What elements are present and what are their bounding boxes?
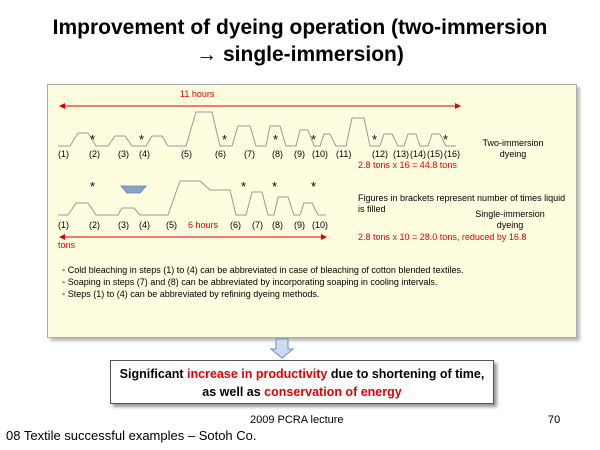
title-line-2: → single-immersion) <box>196 43 404 66</box>
single-step-label: (4) <box>139 220 150 230</box>
single-step-label: (6) <box>230 220 241 230</box>
two-step-label: (6) <box>215 149 226 159</box>
marker-single-10: * <box>311 179 317 194</box>
two-immersion-label: Two-immersion dyeing <box>482 138 544 159</box>
marker-two-10: * <box>311 132 317 147</box>
result-highlight-energy: conservation of energy <box>264 385 402 399</box>
single-step-label: (8) <box>272 220 283 230</box>
marker-single-2: * <box>90 179 96 194</box>
marker-two-8: * <box>273 132 279 147</box>
bullet-text: Soaping in steps (7) and (8) can be abbr… <box>67 277 438 287</box>
two-step-label: (9) <box>294 149 305 159</box>
single-step-label: (3) <box>118 220 129 230</box>
two-step-label: (13) <box>393 149 410 159</box>
two-step-label: (11) <box>336 149 352 159</box>
bullet-item: ▪ Soaping in steps (7) and (8) can be ab… <box>62 277 437 288</box>
bullet-dot: ▪ <box>62 277 68 287</box>
two-step-label: (15) <box>427 149 444 159</box>
bullet-text: Steps (1) to (4) can be abbreviated by r… <box>67 289 320 299</box>
title-line-1: Improvement of dyeing operation (two-imm… <box>52 16 548 39</box>
two-step-label: (7) <box>244 149 255 159</box>
reduction-arrow <box>120 185 147 194</box>
single-step-label: (9) <box>294 220 305 230</box>
eleven-hours-label: 11 hours <box>180 89 215 99</box>
page-number: 70 <box>548 414 561 426</box>
marker-single-6: * <box>241 179 247 194</box>
six-hours-label: 6 hours <box>188 220 219 230</box>
single-step-label: (10) <box>312 220 329 230</box>
two-step-label: (5) <box>181 149 192 159</box>
two-step-label: (3) <box>118 149 129 159</box>
diagram-panel <box>47 84 577 338</box>
single-step-label: (5) <box>166 220 177 230</box>
result-box: Significant increase in productivity due… <box>110 360 494 404</box>
legend-note-text: Figures in brackets represent number of … <box>358 193 566 214</box>
slide-caption: 08 Textile successful examples – Sotoh C… <box>6 428 257 443</box>
result-text-1: Significant <box>119 367 188 381</box>
two-immersion-profile <box>58 111 456 147</box>
bullet-dot: ▪ <box>62 289 68 299</box>
bullet-text: Cold bleaching in steps (1) to (4) can b… <box>67 265 464 275</box>
two-step-label: (2) <box>89 149 100 159</box>
two-step-label: (1) <box>58 149 69 159</box>
two-step-label: (4) <box>139 149 150 159</box>
single-step-label: (7) <box>252 220 263 230</box>
single-immersion-calc: 2.8 tons x 10 = 28.0 tons, reduced by 16… <box>358 232 527 242</box>
marker-two-2: * <box>90 132 96 147</box>
marker-two-12: * <box>372 132 378 147</box>
bullet-item: ▪ Cold bleaching in steps (1) to (4) can… <box>62 265 463 276</box>
bullet-dot: ▪ <box>62 265 68 275</box>
marker-two-16: * <box>443 132 449 147</box>
marker-two-6: * <box>222 132 228 147</box>
single-immersion-calc-cont: tons <box>58 240 76 250</box>
footer-lecture: 2009 PCRA lecture <box>250 414 344 426</box>
two-step-label: (12) <box>372 149 389 159</box>
legend-note: Figures in brackets represent number of … <box>358 193 568 215</box>
single-step-label: (2) <box>89 220 100 230</box>
two-step-label: (16) <box>444 149 461 159</box>
bullet-item: ▪ Steps (1) to (4) can be abbreviated by… <box>62 289 319 300</box>
down-arrow <box>269 338 295 359</box>
marker-single-8: * <box>272 179 278 194</box>
result-highlight-productivity: increase in productivity <box>187 367 328 381</box>
single-immersion-label: Single-immersion dyeing <box>475 209 545 230</box>
two-step-label: (10) <box>312 149 329 159</box>
slide-title: Improvement of dyeing operation (two-imm… <box>0 14 600 68</box>
single-step-label: (1) <box>58 220 69 230</box>
single-immersion-profile <box>58 180 326 216</box>
two-immersion-calc: 2.8 tons x 16 = 44.8 tons <box>358 160 457 170</box>
result-text-2: due to shortening of time, as well as <box>202 367 485 399</box>
marker-two-4: * <box>139 132 145 147</box>
two-step-label: (8) <box>272 149 283 159</box>
two-step-label: (14) <box>410 149 427 159</box>
